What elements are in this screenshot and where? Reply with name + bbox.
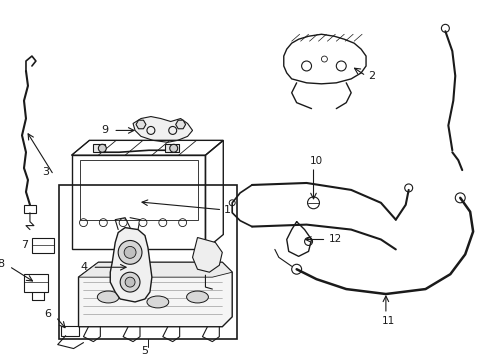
Text: 3: 3 [42, 167, 49, 177]
Circle shape [99, 219, 107, 226]
Text: 5: 5 [141, 346, 148, 356]
Circle shape [80, 219, 87, 226]
Bar [24, 205, 36, 213]
Ellipse shape [146, 296, 168, 308]
Circle shape [159, 219, 166, 226]
Circle shape [229, 200, 235, 206]
Bar [71, 155, 205, 249]
Text: 10: 10 [309, 156, 322, 166]
Circle shape [178, 219, 186, 226]
Bar [80, 160, 197, 220]
Polygon shape [79, 262, 232, 327]
Circle shape [307, 197, 319, 209]
Circle shape [441, 24, 448, 32]
Text: 7: 7 [21, 240, 28, 251]
Text: 4: 4 [81, 262, 87, 272]
Text: 11: 11 [381, 316, 394, 326]
Text: 6: 6 [44, 309, 51, 319]
Circle shape [125, 277, 135, 287]
Bar [24, 274, 48, 292]
Circle shape [118, 240, 142, 264]
Text: 2: 2 [367, 71, 374, 81]
Circle shape [454, 193, 464, 203]
Circle shape [120, 272, 140, 292]
Circle shape [404, 184, 412, 192]
Circle shape [139, 219, 146, 226]
Bar [164, 144, 178, 152]
Circle shape [291, 264, 301, 274]
Polygon shape [110, 228, 152, 302]
Polygon shape [192, 238, 222, 272]
Polygon shape [79, 262, 232, 277]
Bar [32, 238, 54, 253]
Polygon shape [175, 120, 185, 129]
Bar [93, 144, 105, 152]
Bar [61, 326, 79, 336]
Text: 8: 8 [0, 259, 4, 269]
Text: 12: 12 [328, 234, 341, 244]
Polygon shape [133, 117, 192, 142]
Ellipse shape [97, 291, 119, 303]
Text: 1: 1 [224, 205, 231, 215]
Circle shape [169, 144, 177, 152]
Polygon shape [136, 120, 145, 129]
Text: 9: 9 [101, 125, 108, 135]
Circle shape [119, 219, 127, 226]
Circle shape [98, 144, 106, 152]
Ellipse shape [186, 291, 208, 303]
Circle shape [304, 238, 312, 246]
Bar [59, 185, 237, 339]
Circle shape [124, 247, 136, 258]
